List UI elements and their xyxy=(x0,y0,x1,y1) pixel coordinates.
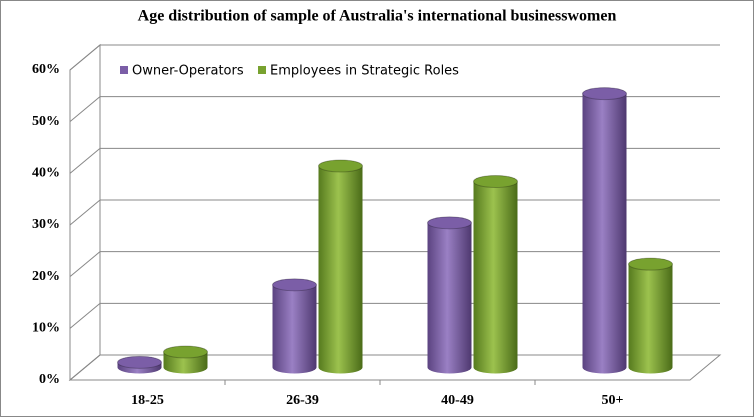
legend-swatch xyxy=(258,66,266,74)
y-tick-label: 50% xyxy=(32,114,60,129)
bar xyxy=(628,258,673,374)
chart-title: Age distribution of sample of Australia'… xyxy=(138,8,617,25)
bar-top xyxy=(582,87,627,101)
x-tick-label: 26-39 xyxy=(286,393,319,408)
y-tick-label: 0% xyxy=(39,372,60,387)
y-tick-label: 10% xyxy=(32,321,60,336)
bar xyxy=(272,278,317,374)
x-tick-label: 40-49 xyxy=(441,393,474,408)
grid-line xyxy=(69,44,720,71)
grid-line xyxy=(69,96,720,123)
y-tick-label: 30% xyxy=(32,217,60,232)
bar xyxy=(427,216,472,374)
x-tick-label: 18-25 xyxy=(131,393,164,408)
bar xyxy=(582,87,627,374)
y-tick-label: 40% xyxy=(32,166,60,181)
bar-top xyxy=(163,345,208,359)
legend-label: Employees in Strategic Roles xyxy=(270,64,459,79)
bar xyxy=(318,160,363,374)
grid-line xyxy=(69,147,720,174)
bar xyxy=(473,175,518,374)
x-tick-label: 50+ xyxy=(602,393,624,408)
y-tick-label: 20% xyxy=(32,269,60,284)
legend-label: Owner-Operators xyxy=(132,64,244,79)
bar-top xyxy=(318,159,363,173)
bar-top xyxy=(117,355,162,369)
legend-swatch xyxy=(120,66,128,74)
bar-top xyxy=(427,216,472,230)
y-tick-label: 60% xyxy=(32,62,60,77)
bar-top xyxy=(473,175,518,188)
bar-top xyxy=(272,278,317,292)
bar-top xyxy=(628,257,673,271)
